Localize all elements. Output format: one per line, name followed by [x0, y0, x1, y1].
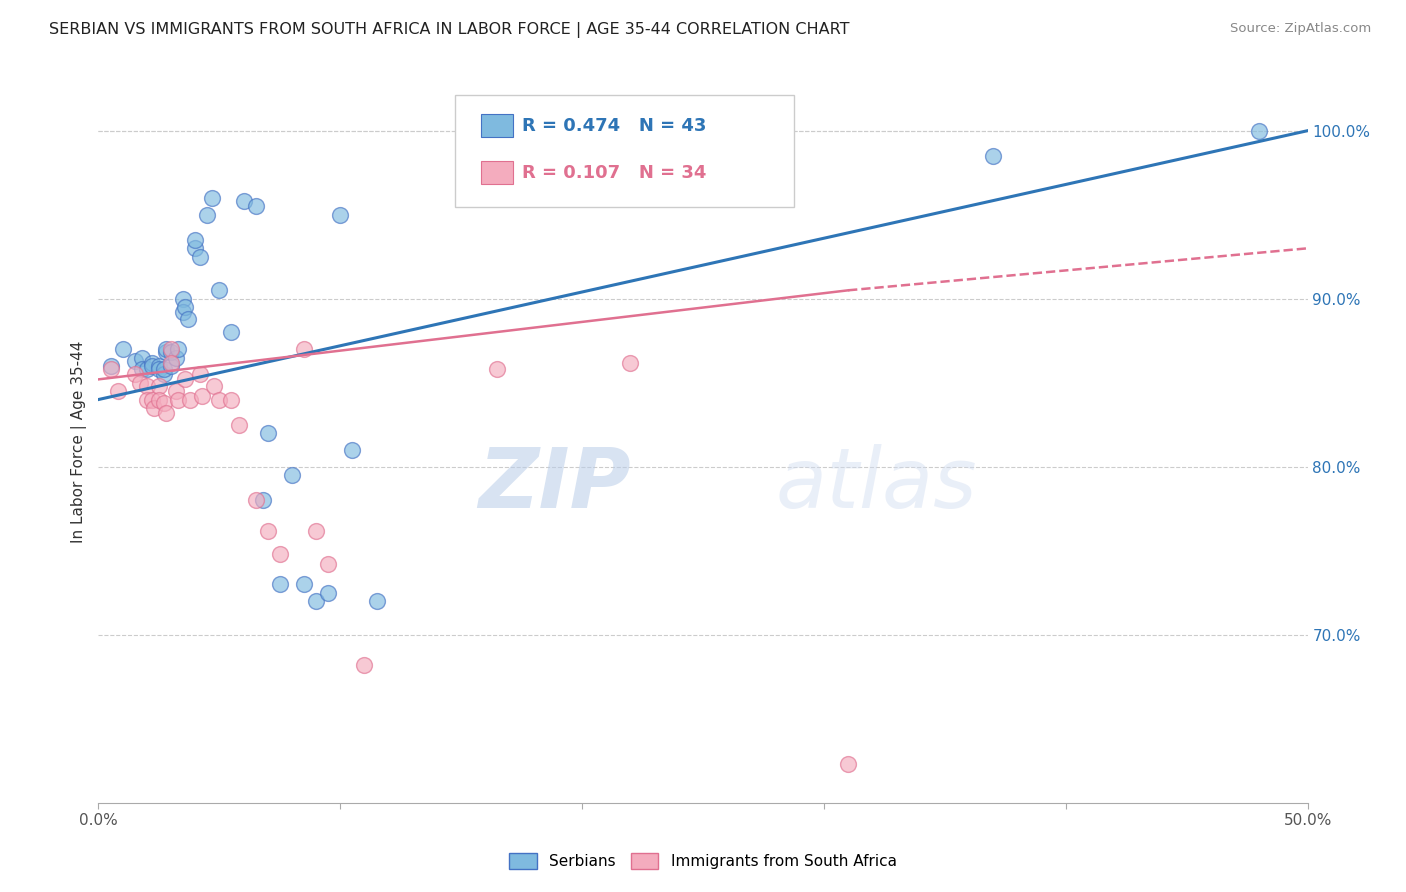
Point	[305, 524, 328, 538]
Point	[100, 362, 122, 376]
Point	[135, 392, 157, 407]
Point	[486, 362, 509, 376]
Point	[316, 558, 339, 572]
Point	[837, 757, 859, 772]
Point	[107, 384, 129, 398]
Point	[141, 359, 163, 373]
Point	[148, 359, 170, 373]
Point	[184, 241, 207, 255]
Y-axis label: In Labor Force | Age 35-44: In Labor Force | Age 35-44	[72, 341, 87, 542]
Point	[201, 191, 224, 205]
Point	[167, 392, 190, 407]
Text: atlas: atlas	[776, 444, 977, 525]
Point	[131, 351, 153, 365]
Point	[128, 376, 150, 390]
Point	[195, 208, 218, 222]
FancyBboxPatch shape	[456, 95, 793, 207]
Point	[256, 426, 278, 441]
Point	[148, 362, 170, 376]
Point	[269, 547, 291, 561]
Point	[160, 355, 183, 369]
FancyBboxPatch shape	[481, 114, 513, 137]
Point	[184, 233, 207, 247]
Point	[131, 362, 153, 376]
Point	[305, 594, 328, 608]
Point	[141, 355, 163, 369]
Point	[342, 442, 364, 457]
Point	[148, 392, 170, 407]
Point	[232, 194, 254, 209]
Legend: Serbians, Immigrants from South Africa: Serbians, Immigrants from South Africa	[503, 847, 903, 875]
Point	[165, 384, 187, 398]
Point	[329, 208, 352, 222]
Point	[155, 342, 177, 356]
Point	[292, 342, 315, 356]
Point	[1249, 124, 1271, 138]
FancyBboxPatch shape	[481, 161, 513, 185]
Text: ZIP: ZIP	[478, 444, 630, 525]
Point	[152, 368, 174, 382]
Point	[141, 392, 163, 407]
Point	[366, 594, 388, 608]
Point	[353, 658, 375, 673]
Text: R = 0.107   N = 34: R = 0.107 N = 34	[522, 164, 706, 182]
Point	[124, 368, 146, 382]
Point	[111, 342, 134, 356]
Point	[981, 149, 1004, 163]
Point	[143, 401, 166, 415]
Point	[281, 468, 304, 483]
Point	[172, 305, 194, 319]
Point	[252, 493, 274, 508]
Point	[135, 362, 157, 376]
Point	[188, 368, 211, 382]
Point	[292, 577, 315, 591]
Point	[174, 300, 197, 314]
Point	[208, 283, 231, 297]
Point	[160, 345, 183, 359]
Point	[160, 342, 183, 356]
Point	[179, 392, 201, 407]
Point	[245, 493, 267, 508]
Point	[191, 389, 214, 403]
Point	[221, 392, 243, 407]
Point	[160, 359, 183, 373]
Point	[135, 379, 157, 393]
Point	[228, 417, 250, 432]
Point	[221, 326, 243, 340]
Point	[269, 577, 291, 591]
Text: R = 0.474   N = 43: R = 0.474 N = 43	[522, 117, 706, 135]
Point	[148, 379, 170, 393]
Text: Source: ZipAtlas.com: Source: ZipAtlas.com	[1230, 22, 1371, 36]
Point	[152, 396, 174, 410]
Point	[155, 345, 177, 359]
Point	[155, 406, 177, 420]
Point	[174, 372, 197, 386]
Point	[316, 586, 339, 600]
Point	[177, 311, 200, 326]
Point	[188, 250, 211, 264]
Point	[204, 379, 226, 393]
Point	[165, 351, 187, 365]
Point	[124, 354, 146, 368]
Point	[100, 359, 122, 373]
Point	[172, 292, 194, 306]
Point	[245, 199, 267, 213]
Point	[256, 524, 278, 538]
Text: SERBIAN VS IMMIGRANTS FROM SOUTH AFRICA IN LABOR FORCE | AGE 35-44 CORRELATION C: SERBIAN VS IMMIGRANTS FROM SOUTH AFRICA …	[49, 22, 849, 38]
Point	[619, 355, 641, 369]
Point	[152, 362, 174, 376]
Point	[208, 392, 231, 407]
Point	[167, 342, 190, 356]
